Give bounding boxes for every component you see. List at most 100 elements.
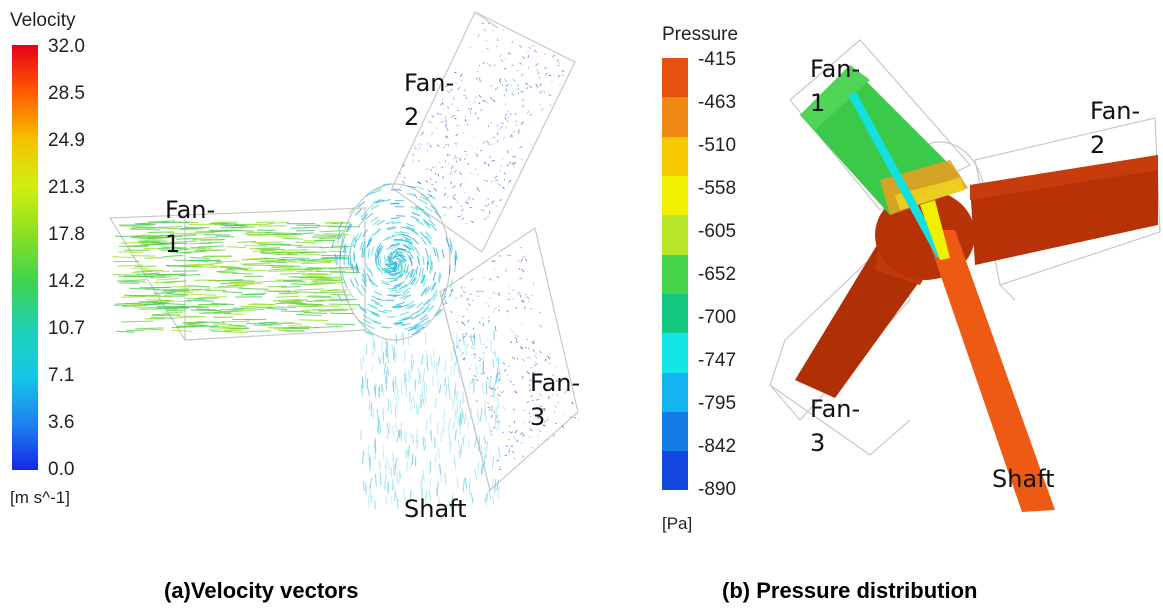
velocity-vector	[477, 173, 479, 176]
velocity-vector	[520, 299, 524, 304]
velocity-vector	[238, 287, 269, 290]
velocity-vector	[267, 270, 296, 272]
velocity-vector	[121, 296, 154, 298]
velocity-vector	[529, 113, 533, 117]
velocity-vector	[162, 311, 183, 314]
velocity-vector	[496, 365, 499, 380]
velocity-vector	[553, 74, 555, 77]
velocity-vector	[421, 382, 424, 397]
velocity-vector	[542, 424, 545, 427]
velocity-vector	[430, 354, 433, 368]
velocity-vector	[522, 270, 525, 273]
velocity-vector	[499, 368, 501, 381]
velocity-vector	[454, 357, 458, 367]
velocity-vector	[288, 324, 311, 328]
velocity-vector	[211, 230, 233, 233]
velocity-vector	[356, 263, 359, 273]
velocity-vector	[424, 285, 430, 294]
velocity-vector	[463, 413, 467, 425]
velocity-vector	[410, 353, 413, 368]
velocity-vector	[448, 498, 451, 509]
velocity-vector	[369, 478, 373, 489]
velocity-vector	[457, 367, 461, 379]
velocity-vector	[372, 343, 374, 358]
velocity-vector	[465, 153, 469, 156]
velocity-vector	[375, 262, 380, 272]
velocity-vector	[491, 29, 494, 32]
velocity-vector	[455, 251, 458, 261]
velocity-vector	[558, 83, 561, 86]
velocity-vector	[470, 220, 474, 223]
velocity-vector	[413, 396, 415, 409]
velocity-vector	[506, 163, 510, 167]
velocity-vector	[524, 258, 528, 262]
velocity-vector	[319, 246, 350, 249]
velocity-vector	[557, 401, 559, 404]
velocity-vector	[311, 259, 336, 263]
velocity-vector	[408, 242, 416, 249]
velocity-vector	[349, 245, 352, 255]
velocity-vector	[561, 70, 565, 72]
velocity-vector	[534, 352, 538, 354]
velocity-vector	[522, 299, 525, 303]
pressure-tick: -558	[698, 178, 737, 199]
velocity-vector	[304, 282, 331, 286]
velocity-vector	[486, 39, 488, 41]
velocity-vector	[494, 374, 498, 386]
velocity-vector	[485, 302, 487, 304]
velocity-vector	[528, 412, 531, 415]
velocity-vector	[509, 113, 512, 116]
velocity-vector	[143, 247, 169, 250]
velocity-vector	[200, 238, 226, 241]
velocity-vector	[472, 336, 475, 338]
velocity-vector	[319, 230, 343, 233]
velocity-vector	[410, 206, 419, 211]
velocity-vector	[528, 436, 532, 439]
velocity-vector	[558, 61, 560, 65]
velocity-vector	[522, 434, 525, 437]
velocity-vector	[447, 417, 451, 432]
velocity-vector	[442, 175, 445, 179]
fan-1-label: Fan- 1	[810, 52, 860, 120]
velocity-vector	[225, 267, 253, 270]
velocity-vector	[454, 384, 457, 397]
velocity-vector	[380, 354, 383, 363]
velocity-vector	[470, 277, 474, 281]
velocity-vector	[396, 431, 400, 443]
velocity-vector	[381, 282, 391, 286]
velocity-vector	[412, 159, 414, 162]
velocity-vector	[511, 40, 514, 44]
velocity-vector	[425, 236, 432, 245]
velocity-vector	[504, 103, 507, 106]
velocity-vector	[381, 199, 391, 203]
velocity-vector	[487, 143, 491, 146]
velocity-vector	[260, 280, 283, 283]
velocity-vector	[483, 179, 486, 182]
velocity-vector	[404, 303, 414, 309]
velocity-vector	[454, 81, 458, 85]
velocity-vector	[418, 267, 422, 277]
velocity-vector	[396, 391, 400, 400]
velocity-vector	[158, 247, 182, 250]
velocity-vector	[478, 64, 481, 67]
velocity-vector	[553, 434, 555, 437]
velocity-vector	[460, 79, 463, 83]
velocity-vector	[377, 247, 381, 257]
velocity-vector	[466, 123, 469, 126]
velocity-vector	[558, 383, 562, 386]
velocity-vector	[542, 90, 546, 94]
velocity-vector	[388, 272, 398, 276]
velocity-vector	[455, 345, 459, 349]
velocity-vector	[445, 143, 448, 146]
velocity-vector	[350, 261, 353, 271]
velocity-vector	[306, 296, 335, 299]
velocity-vector	[275, 235, 298, 238]
velocity-vector	[216, 270, 235, 273]
velocity-vector	[170, 240, 197, 244]
velocity-vector	[553, 410, 556, 414]
velocity-vector	[392, 305, 402, 308]
velocity-vector	[468, 303, 471, 306]
velocity-vector	[493, 267, 496, 270]
velocity-vector	[255, 221, 275, 224]
velocity-vector	[508, 179, 512, 184]
